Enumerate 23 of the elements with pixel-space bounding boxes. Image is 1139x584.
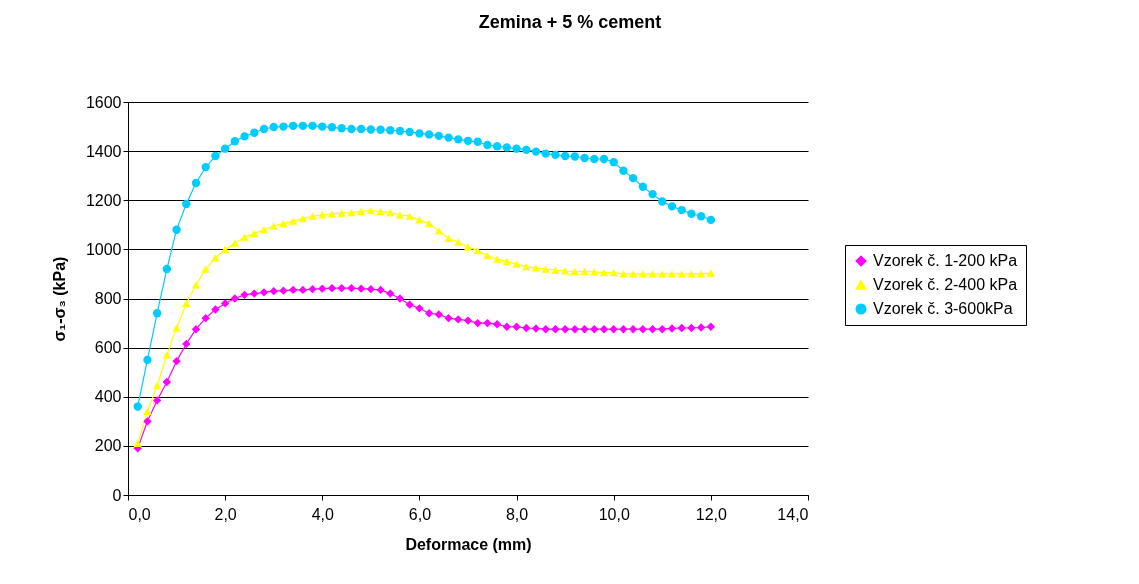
- legend-label: Vzorek č. 2-400 kPa: [873, 276, 1018, 293]
- y-tick-label: 0: [112, 486, 122, 504]
- x-tick-label: 10,0: [598, 505, 630, 523]
- x-tick-label: 14,0: [777, 505, 809, 523]
- y-tick-label: 800: [94, 290, 122, 307]
- y-tick-label: 1200: [85, 191, 122, 209]
- x-tick-label: 12,0: [695, 505, 728, 523]
- y-tick-label: 600: [94, 339, 122, 357]
- y-tick-label: 200: [94, 437, 122, 455]
- y-tick-label: 1000: [85, 240, 122, 258]
- y-tick-label: 1600: [85, 93, 122, 111]
- y-tick-label: 1400: [85, 142, 122, 160]
- x-tick-label: 0,0: [128, 505, 151, 523]
- chart-title: Zemina + 5 % cement: [478, 12, 662, 32]
- x-tick-label: 8,0: [505, 505, 529, 523]
- x-axis-title: Deformace (mm): [405, 535, 532, 553]
- y-tick-label: 400: [94, 388, 122, 406]
- y-axis-title: σ₁-σ₃ (kPa): [50, 256, 68, 342]
- x-tick-label: 6,0: [408, 505, 432, 523]
- legend-label: Vzorek č. 3-600kPa: [873, 300, 1013, 317]
- legend-label: Vzorek č. 1-200 kPa: [873, 252, 1018, 269]
- x-tick-label: 4,0: [311, 505, 334, 523]
- x-tick-label: 2,0: [214, 505, 237, 523]
